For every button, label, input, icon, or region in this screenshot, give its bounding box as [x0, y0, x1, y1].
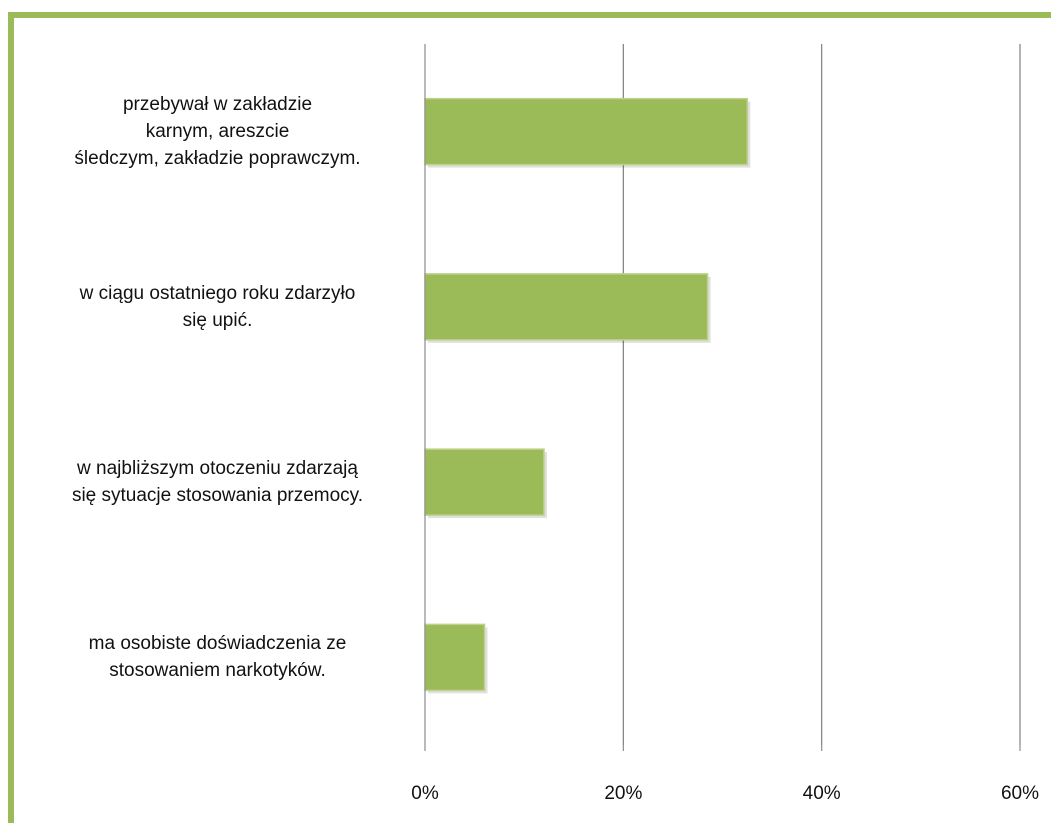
category-label: w ciągu ostatniego roku zdarzyło się upi… [79, 282, 356, 331]
category-label: w najbliższym otoczeniu zdarzają się syt… [71, 458, 364, 507]
axes [424, 44, 1021, 751]
bar [424, 273, 709, 341]
category-label: przebywał w zakładzie karnym, areszcie ś… [74, 94, 361, 170]
tick-label: 0% [411, 783, 439, 804]
tick-label: 20% [604, 783, 643, 804]
bar [424, 97, 749, 166]
bar [424, 623, 486, 692]
frame-border-left [8, 12, 14, 823]
bar [424, 448, 545, 516]
frame-border-top [8, 12, 1051, 18]
bars [424, 97, 751, 694]
tick-label: 40% [802, 783, 841, 804]
category-label: ma osobiste doświadczenia ze stosowaniem… [88, 633, 347, 682]
tick-label: 60% [1000, 783, 1040, 804]
